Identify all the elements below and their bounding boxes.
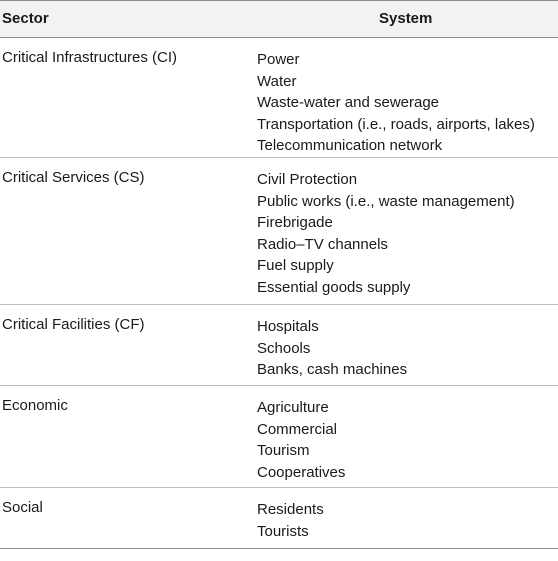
system-list: Hospitals Schools Banks, cash machines bbox=[257, 316, 407, 381]
table-row: Critical Facilities (CF) Hospitals Schoo… bbox=[0, 305, 558, 386]
system-item: Public works (i.e., waste management) bbox=[257, 192, 515, 210]
system-item: Fuel supply bbox=[257, 257, 334, 275]
system-item: Tourists bbox=[257, 522, 309, 540]
table-row: Critical Infrastructures (CI) Power Wate… bbox=[0, 38, 558, 158]
table-row: Critical Services (CS) Civil Protection … bbox=[0, 158, 558, 305]
system-list: Residents Tourists bbox=[257, 499, 324, 542]
system-item: Agriculture bbox=[257, 399, 329, 416]
system-item: Residents bbox=[257, 501, 324, 518]
system-item: Hospitals bbox=[257, 318, 319, 335]
sector-cell: Economic bbox=[2, 397, 68, 414]
table-row: Social Residents Tourists bbox=[0, 488, 558, 549]
table-row: Economic Agriculture Commercial Tourism … bbox=[0, 386, 558, 488]
system-item: Commercial bbox=[257, 420, 338, 438]
table-header: Sector System bbox=[0, 0, 558, 38]
system-item: Schools bbox=[257, 339, 311, 357]
system-list: Agriculture Commercial Tourism Cooperati… bbox=[257, 397, 345, 483]
header-sector: Sector bbox=[2, 10, 49, 27]
system-item: Essential goods supply bbox=[257, 278, 411, 296]
sector-cell: Social bbox=[2, 499, 43, 516]
system-item: Firebrigade bbox=[257, 214, 333, 232]
system-item: Transportation (i.e., roads, airports, l… bbox=[257, 115, 535, 133]
system-item: Water bbox=[257, 72, 297, 90]
system-item: Tourism bbox=[257, 442, 310, 460]
system-item: Cooperatives bbox=[257, 463, 346, 481]
sector-cell: Critical Services (CS) bbox=[2, 169, 145, 186]
sector-cell: Critical Infrastructures (CI) bbox=[2, 49, 178, 66]
system-item: Telecommunication network bbox=[257, 137, 443, 155]
header-system: System bbox=[379, 10, 433, 27]
system-list: Civil Protection Public works (i.e., was… bbox=[257, 169, 515, 299]
sector-cell: Critical Facilities (CF) bbox=[2, 316, 145, 333]
system-item: Waste-water and sewerage bbox=[257, 94, 440, 112]
sector-system-table: Sector System Critical Infrastructures (… bbox=[0, 0, 558, 549]
system-item: Radio–TV channels bbox=[257, 235, 388, 253]
system-list: Power Water Waste-water and sewerage Tra… bbox=[257, 49, 535, 157]
system-item: Power bbox=[257, 51, 300, 68]
system-item: Banks, cash machines bbox=[257, 361, 408, 379]
system-item: Civil Protection bbox=[257, 171, 358, 188]
